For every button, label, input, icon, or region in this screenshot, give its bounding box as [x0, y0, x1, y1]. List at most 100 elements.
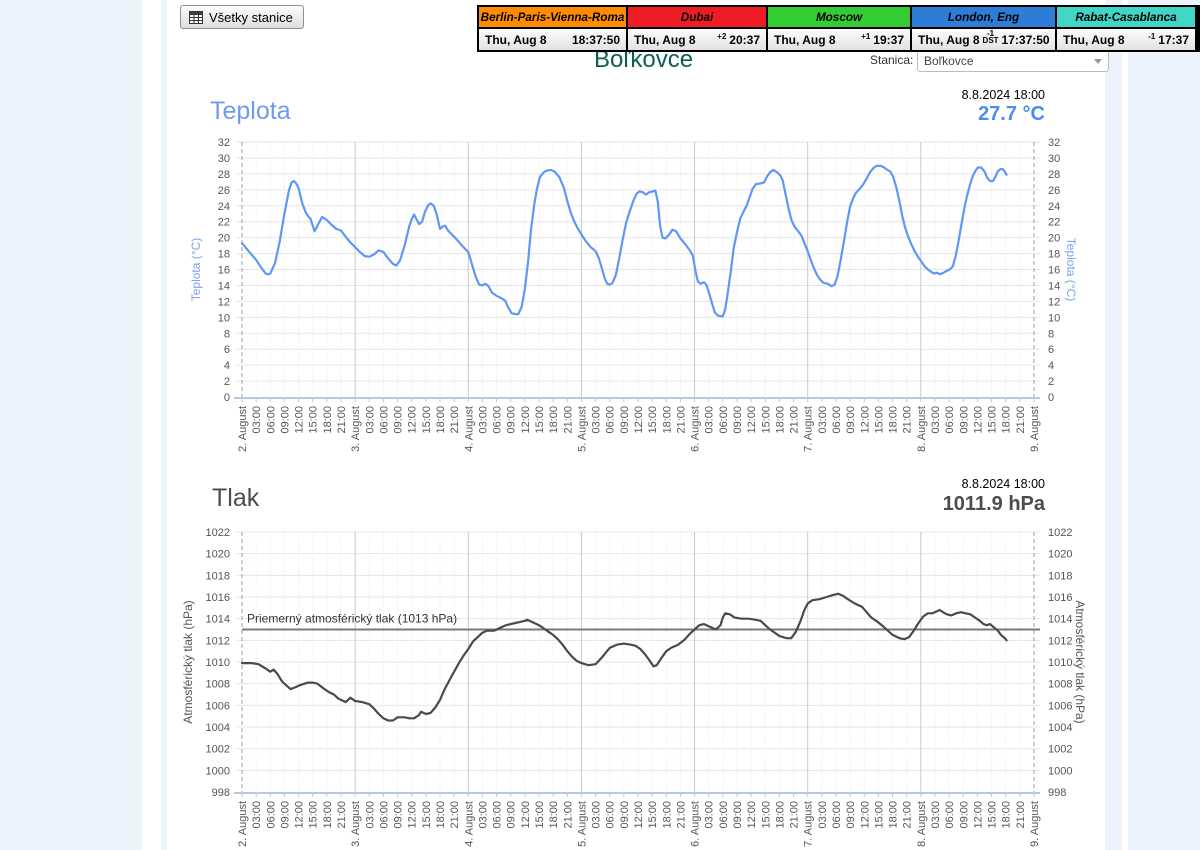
clock-time: 17:37: [1158, 32, 1189, 47]
svg-text:06:00: 06:00: [718, 406, 730, 434]
svg-text:18:00: 18:00: [774, 801, 786, 829]
svg-text:06:00: 06:00: [378, 801, 390, 829]
svg-text:18: 18: [218, 249, 230, 261]
svg-text:21:00: 21:00: [902, 801, 914, 829]
svg-text:12: 12: [1048, 296, 1060, 308]
svg-text:3. August: 3. August: [350, 406, 362, 452]
svg-text:2: 2: [1048, 376, 1054, 388]
svg-text:18: 18: [1048, 249, 1060, 261]
svg-text:Priemerný atmosférický tlak (1: Priemerný atmosférický tlak (1013 hPa): [247, 612, 457, 626]
svg-text:21:00: 21:00: [449, 801, 461, 829]
svg-text:15:00: 15:00: [987, 406, 999, 434]
clock-time-cell: Thu, Aug 8 +1 19:37: [768, 29, 910, 50]
svg-text:06:00: 06:00: [492, 406, 504, 434]
svg-text:Teplota (°C): Teplota (°C): [1064, 238, 1078, 302]
svg-text:18:00: 18:00: [322, 406, 334, 434]
svg-text:26: 26: [218, 185, 230, 197]
left-background-strip: [161, 0, 167, 850]
svg-text:09:00: 09:00: [506, 801, 518, 829]
svg-text:1016: 1016: [206, 592, 230, 604]
svg-text:21:00: 21:00: [789, 801, 801, 829]
svg-text:2. August: 2. August: [237, 406, 249, 452]
svg-text:1004: 1004: [206, 722, 230, 734]
svg-text:30: 30: [1048, 153, 1060, 165]
svg-text:1010: 1010: [1048, 657, 1072, 669]
svg-text:03:00: 03:00: [477, 406, 489, 434]
svg-text:9. August: 9. August: [1029, 801, 1041, 847]
svg-text:15:00: 15:00: [534, 406, 546, 434]
svg-text:06:00: 06:00: [718, 801, 730, 829]
svg-text:22: 22: [218, 217, 230, 229]
svg-text:5. August: 5. August: [576, 406, 588, 452]
svg-text:21:00: 21:00: [562, 801, 574, 829]
svg-text:21:00: 21:00: [789, 406, 801, 434]
clock-city-name: Rabat-Casablanca: [1057, 7, 1195, 27]
svg-text:4. August: 4. August: [463, 801, 475, 847]
svg-text:06:00: 06:00: [944, 801, 956, 829]
svg-text:1000: 1000: [1048, 765, 1072, 777]
svg-text:03:00: 03:00: [930, 406, 942, 434]
svg-text:10: 10: [1048, 312, 1060, 324]
svg-text:06:00: 06:00: [831, 406, 843, 434]
svg-text:5. August: 5. August: [576, 801, 588, 847]
clock-city-name: London, Eng: [912, 7, 1055, 27]
clock-date: Thu, Aug 8: [634, 32, 696, 47]
svg-text:12:00: 12:00: [746, 801, 758, 829]
clock-date: Thu, Aug 8: [1063, 32, 1125, 47]
svg-text:0: 0: [224, 392, 230, 404]
svg-text:12:00: 12:00: [972, 801, 984, 829]
all-stations-button[interactable]: Všetky stanice: [180, 5, 304, 29]
svg-text:9. August: 9. August: [1029, 406, 1041, 452]
pressure-timestamp: 8.8.2024 18:00: [961, 477, 1045, 491]
svg-text:1020: 1020: [1048, 549, 1072, 561]
svg-text:1022: 1022: [206, 527, 230, 539]
svg-text:18:00: 18:00: [435, 801, 447, 829]
temperature-timestamp: 8.8.2024 18:00: [961, 88, 1045, 102]
svg-text:06:00: 06:00: [492, 801, 504, 829]
svg-text:8. August: 8. August: [916, 406, 928, 452]
svg-text:06:00: 06:00: [265, 801, 277, 829]
clock-time: 19:37: [873, 32, 904, 47]
pressure-chart-title: Tlak: [212, 484, 260, 512]
clock-date: Thu, Aug 8: [774, 32, 836, 47]
clock-utc-offset: +2: [717, 32, 727, 41]
chevron-down-icon: [1094, 58, 1102, 64]
svg-text:21:00: 21:00: [336, 406, 348, 434]
svg-text:21:00: 21:00: [675, 406, 687, 434]
svg-text:24: 24: [1048, 201, 1060, 213]
clock-city-name: Berlin-Paris-Vienna-Roma: [479, 7, 626, 27]
svg-text:12:00: 12:00: [520, 801, 532, 829]
svg-text:6. August: 6. August: [690, 406, 702, 452]
svg-text:4. August: 4. August: [463, 406, 475, 452]
svg-text:22: 22: [1048, 217, 1060, 229]
svg-text:12:00: 12:00: [633, 801, 645, 829]
station-select[interactable]: Boľkovce: [917, 50, 1109, 72]
svg-text:15:00: 15:00: [421, 406, 433, 434]
svg-text:03:00: 03:00: [251, 801, 263, 829]
svg-text:15:00: 15:00: [987, 801, 999, 829]
svg-text:1010: 1010: [206, 657, 230, 669]
svg-text:21:00: 21:00: [1015, 406, 1027, 434]
svg-text:03:00: 03:00: [251, 406, 263, 434]
svg-text:21:00: 21:00: [902, 406, 914, 434]
svg-text:12:00: 12:00: [520, 406, 532, 434]
svg-text:1008: 1008: [206, 679, 230, 691]
svg-text:1002: 1002: [1048, 744, 1072, 756]
stanica-label: Stanica:: [870, 53, 914, 67]
clock-time-cell: Thu, Aug 8 -1 17:37: [1057, 29, 1195, 50]
svg-text:0: 0: [1048, 392, 1054, 404]
svg-text:12:00: 12:00: [294, 801, 306, 829]
svg-text:1020: 1020: [206, 549, 230, 561]
svg-text:6: 6: [224, 344, 230, 356]
pressure-chart-canvas[interactable]: 998 998 1000 1000 1002 1002 1004 1004 1006 1006 10…: [183, 525, 1103, 850]
svg-text:09:00: 09:00: [619, 406, 631, 434]
clock-time: 18:37:50: [571, 32, 620, 47]
svg-text:09:00: 09:00: [845, 801, 857, 829]
svg-text:18:00: 18:00: [661, 801, 673, 829]
svg-text:06:00: 06:00: [265, 406, 277, 434]
svg-text:7. August: 7. August: [803, 406, 815, 452]
clock-column-moscow: Moscow Thu, Aug 8 +1 19:37: [768, 7, 910, 50]
svg-text:15:00: 15:00: [534, 801, 546, 829]
svg-text:28: 28: [1048, 169, 1060, 181]
